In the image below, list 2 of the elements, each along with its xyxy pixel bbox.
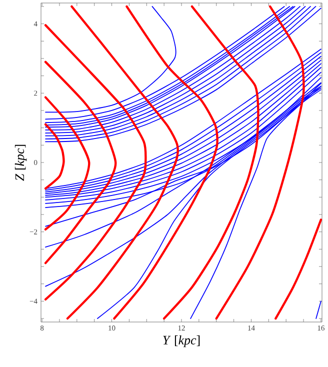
x-axis-title: Y [kpc] bbox=[163, 335, 200, 348]
y-axis-title: Z [kpc] bbox=[14, 144, 27, 181]
